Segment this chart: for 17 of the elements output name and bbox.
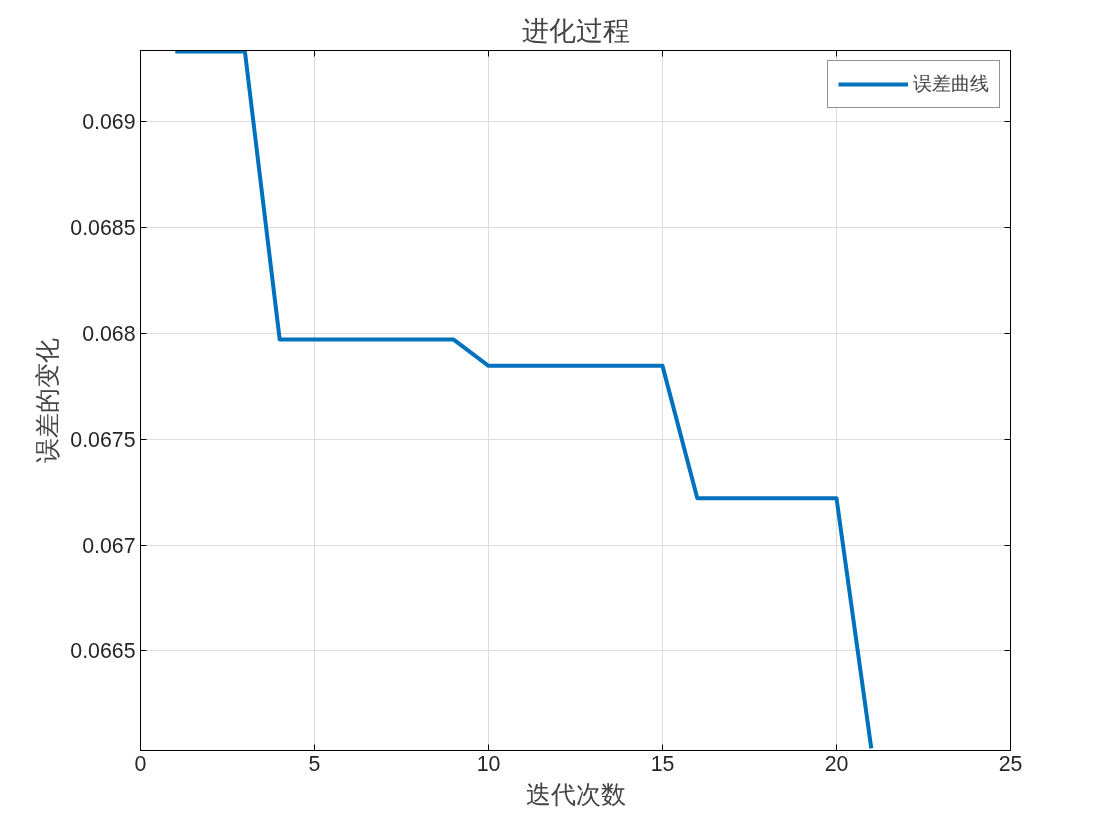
y-axis-title: 误差的变化 (32, 338, 63, 463)
x-tick-label: 20 (824, 751, 849, 776)
y-tick-label: 0.0675 (70, 427, 136, 452)
x-tick-label: 25 (998, 751, 1023, 776)
y-tick-label: 0.067 (82, 533, 136, 558)
x-tick-label: 5 (308, 751, 321, 776)
x-axis-title: 迭代次数 (525, 778, 626, 809)
y-tick-label: 0.0665 (70, 639, 136, 664)
y-tick-label: 0.069 (82, 109, 136, 134)
y-tick-label: 0.068 (82, 321, 136, 346)
x-tick-label: 0 (134, 751, 147, 776)
x-tick-label: 15 (650, 751, 675, 776)
y-tick-label: 0.0685 (70, 215, 136, 240)
legend-label: 误差曲线 (913, 72, 989, 96)
x-tick-label: 10 (476, 751, 501, 776)
chart-title: 进化过程 (521, 14, 630, 46)
line-series (173, 50, 874, 751)
